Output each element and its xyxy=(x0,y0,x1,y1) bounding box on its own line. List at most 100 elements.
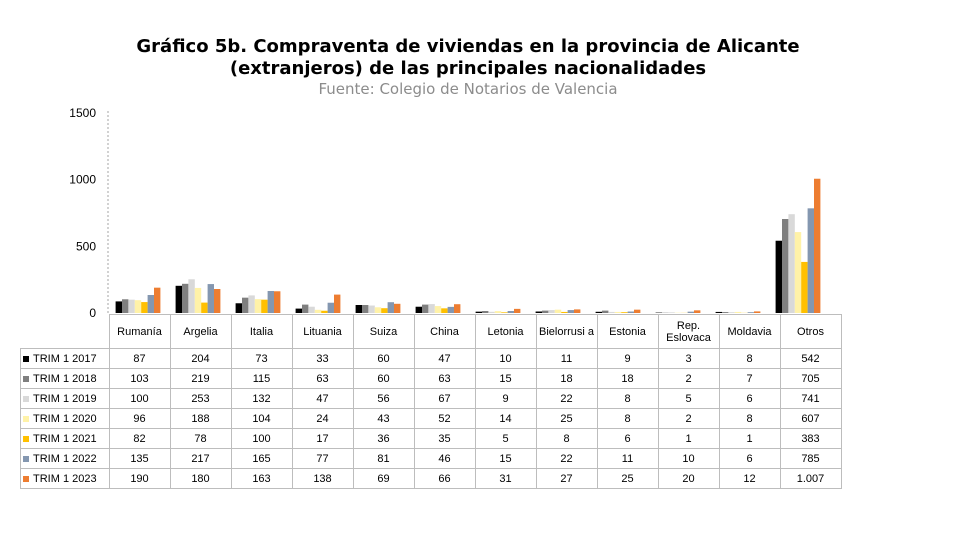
bar xyxy=(574,309,581,313)
bar xyxy=(814,178,821,313)
bar xyxy=(627,311,634,313)
bar xyxy=(147,295,154,313)
bar xyxy=(747,312,754,313)
data-label: 66 xyxy=(413,468,476,489)
data-label: 81 xyxy=(352,448,415,469)
data-label: 63 xyxy=(413,368,476,389)
bar xyxy=(394,303,401,313)
y-tick-label: 500 xyxy=(76,239,96,253)
category-label: Bielorrusi a xyxy=(535,314,598,349)
data-label: 82 xyxy=(108,428,171,449)
legend-entry: TRIM 1 2022 xyxy=(20,448,110,469)
bar xyxy=(694,310,701,313)
y-tick-label: 1000 xyxy=(69,173,96,187)
bar xyxy=(794,232,802,313)
bar xyxy=(488,311,495,313)
data-label: 3 xyxy=(657,348,720,369)
bar xyxy=(175,285,182,313)
bars xyxy=(115,178,821,313)
chart-title: Gráfico 5b. Compraventa de viviendas en … xyxy=(0,36,936,80)
bar xyxy=(314,309,322,313)
data-label: 47 xyxy=(413,348,476,369)
data-label: 190 xyxy=(108,468,171,489)
category-label: Moldavia xyxy=(718,314,781,349)
bar xyxy=(734,311,742,313)
data-label: 138 xyxy=(291,468,354,489)
legend-label: TRIM 1 2018 xyxy=(33,372,97,385)
bar xyxy=(602,310,609,313)
bar xyxy=(494,311,502,313)
bar xyxy=(261,299,268,313)
bar xyxy=(715,311,722,313)
bar xyxy=(214,289,221,313)
legend-swatch xyxy=(23,395,29,402)
data-label: 67 xyxy=(413,388,476,409)
bar xyxy=(621,312,628,313)
legend-label: TRIM 1 2019 xyxy=(33,392,97,405)
bar xyxy=(201,302,208,313)
bar xyxy=(415,306,422,313)
data-label: 8 xyxy=(596,408,659,429)
category-label: China xyxy=(413,314,476,349)
data-label: 6 xyxy=(718,448,781,469)
bar xyxy=(134,300,142,313)
bar xyxy=(327,302,334,313)
legend-swatch xyxy=(23,435,29,442)
bar xyxy=(374,307,382,313)
legend-label: TRIM 1 2023 xyxy=(33,472,97,485)
bar xyxy=(141,302,148,313)
bar xyxy=(235,303,242,313)
data-label: 25 xyxy=(535,408,598,429)
data-label: 15 xyxy=(474,368,537,389)
data-label: 5 xyxy=(657,388,720,409)
bar xyxy=(807,208,814,313)
legend-swatch xyxy=(23,455,29,462)
data-label: 100 xyxy=(108,388,171,409)
data-label: 103 xyxy=(108,368,171,389)
bar xyxy=(334,294,341,313)
data-label: 2 xyxy=(657,368,720,389)
category-label: Suiza xyxy=(352,314,415,349)
table-corner xyxy=(20,314,110,349)
data-label: 12 xyxy=(718,468,781,489)
data-label: 87 xyxy=(108,348,171,369)
bar xyxy=(548,310,555,313)
bar xyxy=(595,311,602,313)
data-label: 1 xyxy=(657,428,720,449)
data-label: 47 xyxy=(291,388,354,409)
data-label: 69 xyxy=(352,468,415,489)
bar xyxy=(242,297,249,313)
legend-label: TRIM 1 2022 xyxy=(33,452,97,465)
data-label: 7 xyxy=(718,368,781,389)
bar xyxy=(454,304,461,313)
data-label: 36 xyxy=(352,428,415,449)
bar xyxy=(634,309,641,313)
data-label: 35 xyxy=(413,428,476,449)
data-label: 60 xyxy=(352,348,415,369)
table-row: TRIM 1 2021 82 78 100 17 36 35 5 8 6 1 1 383 xyxy=(20,428,842,449)
table-row: TRIM 1 2022 135 217 165 77 81 46 15 22 11 10 6 785 xyxy=(20,448,842,469)
category-label: Rep. Eslovaca xyxy=(657,314,720,349)
bar xyxy=(368,305,375,313)
chart-title-line-1: Gráfico 5b. Compraventa de viviendas en … xyxy=(136,36,800,57)
bar xyxy=(248,295,255,313)
legend-entry: TRIM 1 2020 xyxy=(20,408,110,429)
data-label: 6 xyxy=(596,428,659,449)
bar xyxy=(501,312,508,313)
bar xyxy=(308,306,315,313)
data-label: 253 xyxy=(169,388,232,409)
bar xyxy=(128,299,135,313)
legend-swatch xyxy=(23,375,29,382)
legend-entry: TRIM 1 2023 xyxy=(20,468,110,489)
y-axis: 0 500 1000 1500 xyxy=(69,106,109,320)
data-label: 52 xyxy=(413,408,476,429)
bar xyxy=(475,311,482,313)
bar xyxy=(154,287,161,313)
data-label: 8 xyxy=(718,348,781,369)
data-label: 18 xyxy=(535,368,598,389)
bar xyxy=(302,304,309,313)
data-label: 11 xyxy=(535,348,598,369)
bar xyxy=(447,306,454,313)
data-label: 63 xyxy=(291,368,354,389)
